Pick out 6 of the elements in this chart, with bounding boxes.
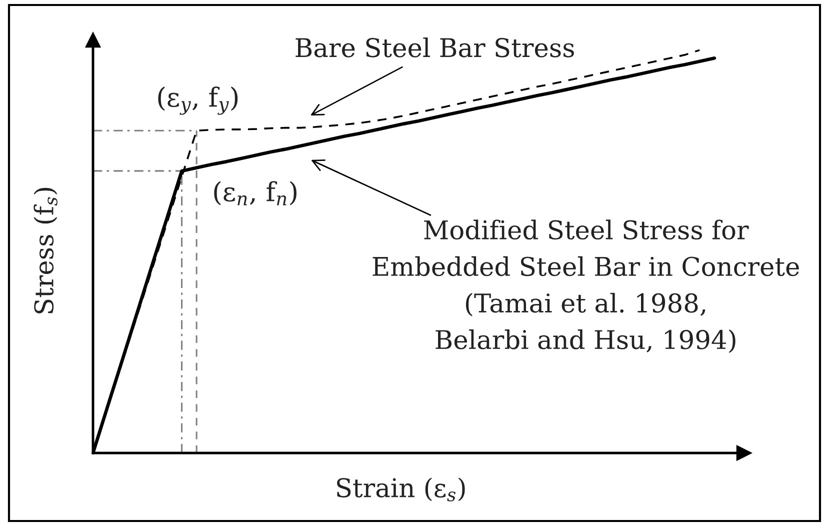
- legend-label: Modified Steel Stress for Embedded Steel Bar in Concrete (Tamai et al. 1988, Belarbi and Hsu, 1994): [372, 220, 799, 353]
- x-axis-title: Strain (ε$_{s}$): [337, 478, 465, 502]
- annotation: (ε$_{n}$, f$_{n}$): [214, 181, 296, 206]
- y-axis-title: Stress (f$_{s}$): [34, 188, 58, 314]
- annotation: (ε$_{y}$, f$_{y}$): [158, 86, 238, 115]
- series-label: Bare Steel Bar Stress: [296, 37, 574, 58]
